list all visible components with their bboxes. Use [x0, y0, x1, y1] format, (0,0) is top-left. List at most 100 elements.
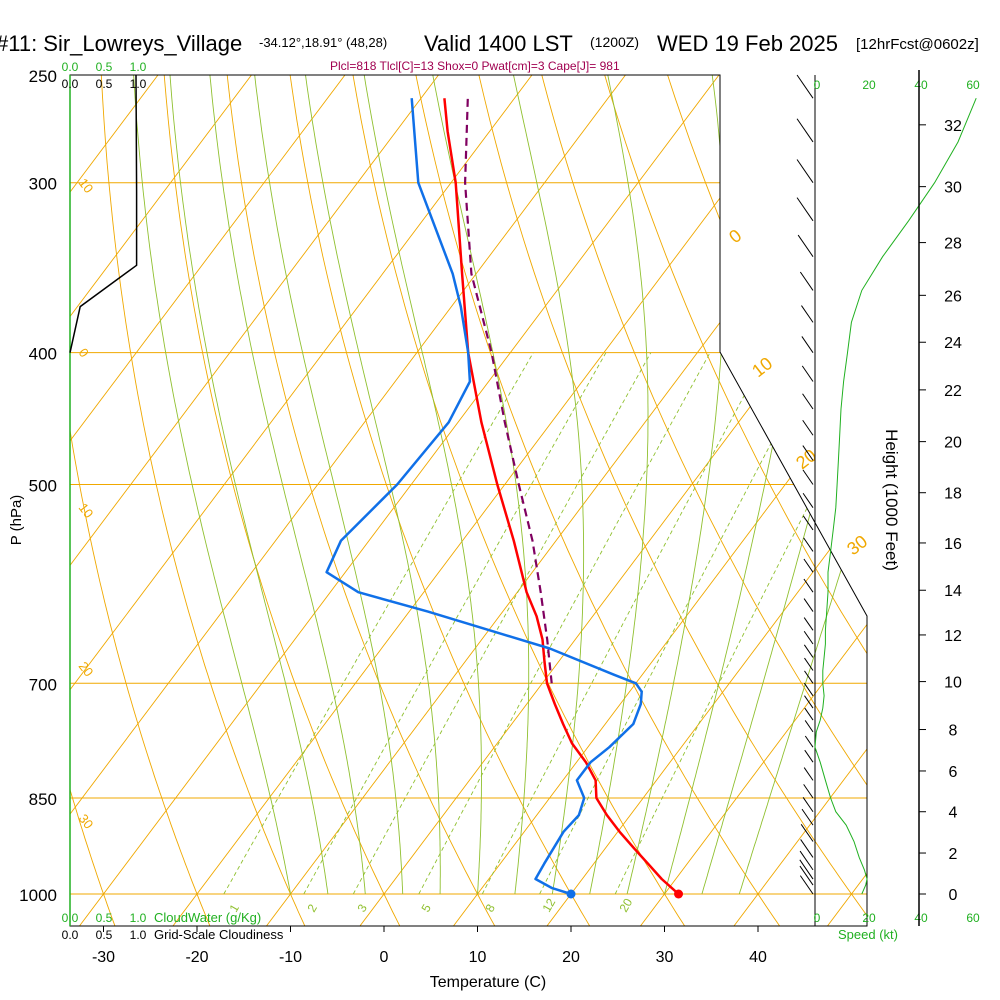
wind-barb	[799, 865, 814, 886]
moist-adiabat-line	[251, 75, 404, 895]
surface-temperature-point	[674, 889, 684, 899]
moist-adiabat-line	[589, 75, 649, 895]
temperature-line	[443, 98, 680, 895]
wind-speed-bottom-tick: 40	[914, 911, 928, 925]
mixing-ratio-line	[303, 352, 607, 895]
height-tick-label: 18	[944, 486, 962, 503]
grid-lines	[70, 75, 867, 926]
wind-barb	[803, 630, 814, 645]
wind-barb	[801, 365, 814, 382]
wind-speed-top-tick: 40	[914, 78, 928, 92]
height-axis-title: Height (1000 Feet)	[882, 429, 901, 571]
wind-barb	[802, 797, 814, 813]
x-tick-label: 40	[749, 949, 767, 966]
dry-adiabat-line	[348, 75, 691, 926]
dry-adiabat-line	[597, 75, 867, 926]
wind-barb	[802, 393, 814, 410]
cloudwater-top-tick: 1.0	[130, 60, 147, 74]
height-tick-label: 20	[944, 435, 962, 452]
wind-speed-top-tick: 60	[966, 78, 980, 92]
dry-adiabat-line	[70, 75, 214, 926]
wind-barb	[801, 305, 814, 323]
wind-barb	[802, 492, 814, 508]
wind-barb	[800, 824, 814, 842]
dewpoint-line	[325, 98, 643, 896]
pressure-tick-label: 1000	[19, 886, 57, 905]
location-label: -34.12°,18.91° (48,28)	[259, 35, 387, 50]
wind-barb	[802, 469, 814, 485]
valid-time: Valid 1400 LST	[424, 31, 573, 56]
wind-speed-bottom-tick: 60	[966, 911, 980, 925]
wind-barb	[804, 707, 814, 721]
x-tick-label: -10	[279, 949, 302, 966]
wind-barb	[802, 419, 814, 436]
forecast-label: [12hrFcst@0602z]	[856, 36, 979, 53]
x-tick-label: -20	[185, 949, 208, 966]
dry-adiabat-label: 30	[843, 531, 871, 559]
wind-barb	[803, 537, 814, 552]
wind-speed-bottom-tick: 20	[862, 911, 876, 925]
wind-speed-bottom-tick: 0	[814, 911, 821, 925]
wind-barb	[803, 598, 814, 612]
isotherm-line	[73, 75, 738, 926]
height-tick-label: 32	[944, 118, 962, 135]
wind-barb	[804, 657, 814, 671]
wind-speed-top-tick: 0	[814, 78, 821, 92]
side-panels: 0.00.00.50.51.01.00.00.00.50.51.01.00020…	[62, 60, 980, 942]
cloudiness-bottom-tick: 0.0	[62, 928, 79, 942]
pressure-tick-label: 700	[29, 675, 57, 694]
x-tick-label: 0	[380, 949, 389, 966]
pressure-tick-label: 400	[29, 345, 57, 364]
dry-adiabat-line	[70, 75, 119, 926]
cloudwater-top-tick: 0.5	[96, 60, 113, 74]
pressure-tick-label: 300	[29, 175, 57, 194]
wind-speed-top-tick: 20	[862, 78, 876, 92]
pressure-tick-label: 850	[29, 790, 57, 809]
moist-adiabat-line	[427, 75, 530, 895]
cloudiness-label: Grid-Scale Cloudiness	[154, 927, 284, 942]
mixing-ratio-label: 12	[539, 896, 558, 915]
cloudwater-bottom-tick: 1.0	[130, 911, 147, 925]
isotherm-line	[353, 75, 867, 926]
cloudiness-bottom-tick: 1.0	[130, 928, 147, 942]
parcel-line	[464, 98, 553, 684]
isotherm-line	[70, 75, 457, 926]
isotherm-label: 30	[76, 811, 97, 832]
isotherm-line	[260, 75, 867, 926]
dry-adiabat-label: 20	[792, 445, 820, 473]
mixing-ratio-line	[539, 352, 820, 895]
cloudiness-top-tick: 0.5	[96, 77, 113, 91]
mixing-ratio-line	[614, 352, 867, 895]
zulu-time: (1200Z)	[590, 34, 639, 50]
mixing-ratio-line	[223, 352, 534, 895]
moist-adiabat-line	[167, 75, 329, 895]
height-tick-label: 0	[949, 887, 958, 904]
mixing-ratio-label: 20	[616, 896, 635, 915]
wind-barb	[802, 515, 814, 531]
wind-barb	[799, 850, 814, 871]
cloudiness-profile-line	[69, 74, 138, 353]
pressure-tick-label: 250	[29, 67, 57, 86]
x-tick-label: -30	[92, 949, 115, 966]
x-tick-label: 20	[562, 949, 580, 966]
wind-barb	[799, 875, 814, 895]
dry-adiabat-line	[535, 75, 867, 926]
height-tick-label: 16	[944, 536, 962, 553]
isotherm-line	[821, 75, 867, 926]
dry-adiabat-line	[472, 75, 867, 926]
x-tick-label: 30	[656, 949, 674, 966]
x-tick-label: 10	[469, 949, 487, 966]
isotherm-label: 10	[76, 500, 97, 521]
height-tick-label: 10	[944, 675, 962, 692]
cloudwater-bottom-tick: 0.0	[62, 911, 79, 925]
isotherm-line	[727, 75, 867, 926]
wind-barb	[800, 839, 814, 858]
cloudwater-top-tick: 0.0	[62, 60, 79, 74]
wind-barb	[803, 682, 814, 697]
wind-barb	[796, 118, 814, 143]
isotherm-line	[447, 75, 867, 926]
pressure-tick-label: 500	[29, 477, 57, 496]
moist-adiabat-line	[508, 75, 585, 895]
height-tick-label: 26	[944, 288, 962, 305]
